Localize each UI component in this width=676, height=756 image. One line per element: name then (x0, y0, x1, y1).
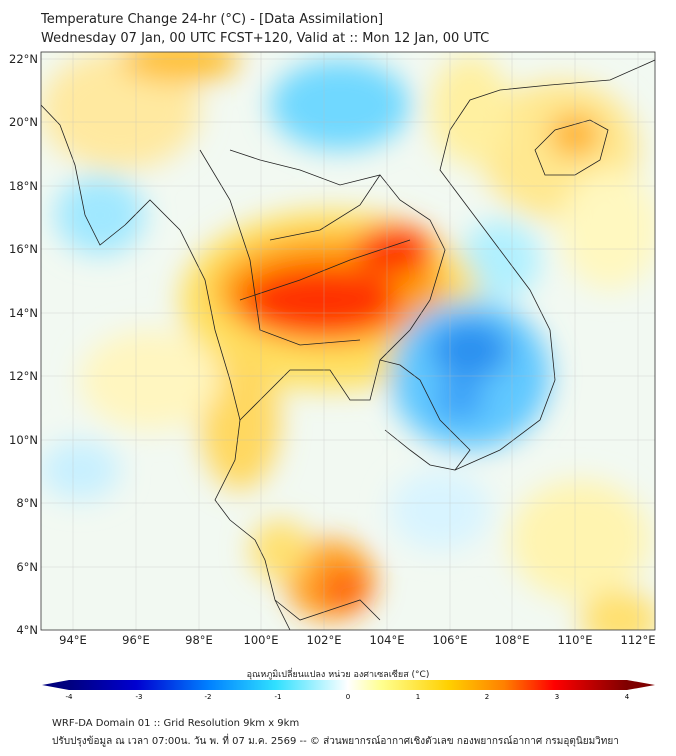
lat-label: 18°N (9, 179, 38, 193)
colorbar-tick: -3 (136, 693, 143, 701)
colorbar-title: อุณหภูมิเปลี่ยนแปลง หน่วย องศาเซลเซียส (… (246, 670, 430, 680)
lon-label: 98°E (185, 633, 213, 647)
colorbar-tick: 4 (625, 693, 630, 701)
coastlines-borders (41, 59, 655, 630)
colorbar: -4 -3 -2 -1 0 1 2 3 4 (42, 680, 655, 701)
lon-label: 94°E (59, 633, 87, 647)
footer-credit: ปรับปรุงข้อมูล ณ เวลา 07:00น. วัน พ. ที่… (52, 736, 619, 747)
lat-label: 22°N (9, 52, 38, 66)
lat-label: 14°N (9, 306, 38, 320)
colorbar-tick: -1 (275, 693, 282, 701)
colorbar-tick: 0 (346, 693, 350, 701)
lat-label: 10°N (9, 433, 38, 447)
map-frame (40, 51, 656, 631)
latitude-labels: 4°N 6°N 8°N 10°N 12°N 14°N 16°N 18°N 20°… (9, 52, 38, 637)
graticule (41, 52, 655, 630)
lon-label: 100°E (244, 633, 279, 647)
map-title: Temperature Change 24-hr (°C) - [Data As… (41, 12, 384, 27)
lon-label: 106°E (433, 633, 468, 647)
map-subtitle: Wednesday 07 Jan, 00 UTC FCST+120, Valid… (41, 31, 490, 46)
lat-label: 8°N (16, 496, 38, 510)
colorbar-tick: -2 (205, 693, 212, 701)
lon-label: 108°E (495, 633, 530, 647)
lon-label: 104°E (370, 633, 405, 647)
lon-label: 102°E (307, 633, 342, 647)
lon-label: 112°E (621, 633, 656, 647)
lon-label: 96°E (122, 633, 150, 647)
colorbar-tick: 1 (416, 693, 420, 701)
footer-model-info: WRF-DA Domain 01 :: Grid Resolution 9km … (52, 718, 300, 729)
lat-label: 12°N (9, 369, 38, 383)
lon-label: 110°E (558, 633, 593, 647)
lat-label: 6°N (16, 560, 38, 574)
lat-label: 4°N (16, 623, 38, 637)
colorbar-tick: 3 (555, 693, 559, 701)
colorbar-tick: -4 (66, 693, 74, 701)
lat-label: 20°N (9, 115, 38, 129)
lat-label: 16°N (9, 242, 38, 256)
longitude-labels: 94°E 96°E 98°E 100°E 102°E 104°E 106°E 1… (59, 633, 655, 647)
colorbar-tick: 2 (485, 693, 489, 701)
temperature-field (41, 52, 655, 630)
